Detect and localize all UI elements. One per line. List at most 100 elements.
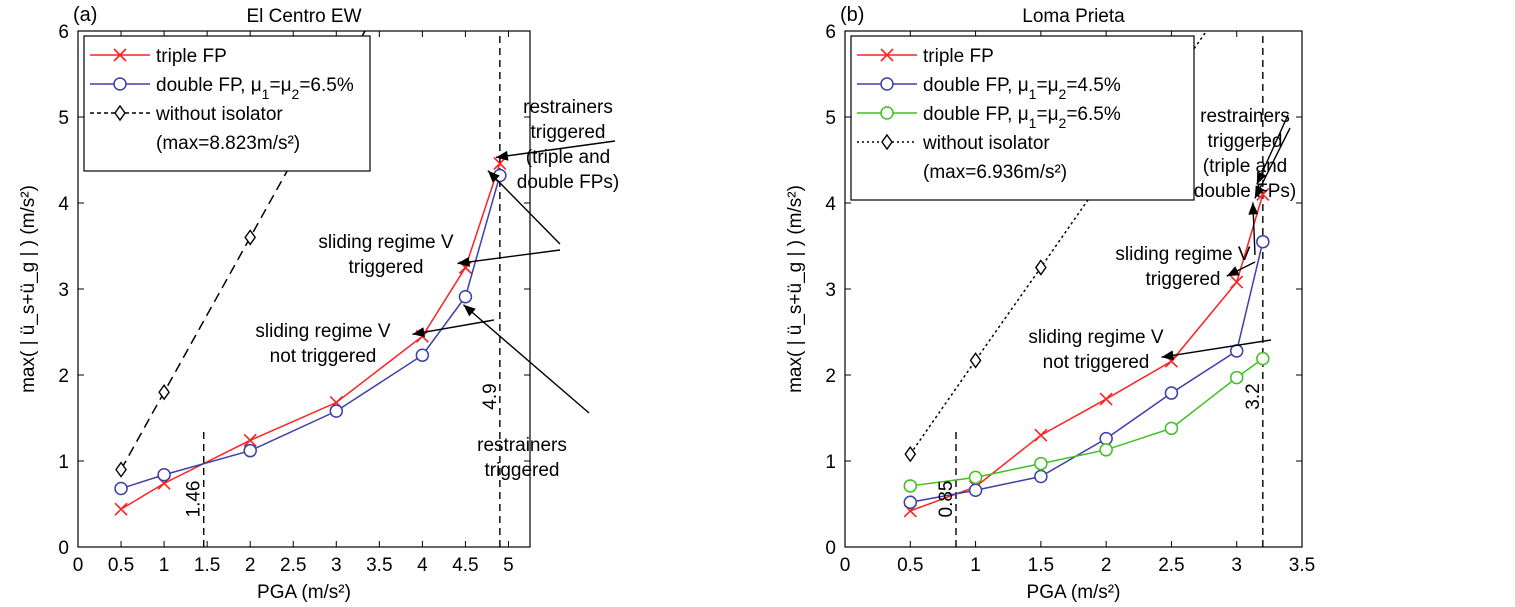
plot-area: [903, 31, 1270, 547]
y-tick-label: 2: [825, 366, 836, 387]
data-point-diamond: [1034, 259, 1047, 276]
data-point-x: [114, 502, 128, 516]
data-point-diamond: [115, 461, 127, 478]
y-tick-label: 1: [825, 452, 836, 473]
data-point-circle: [1256, 234, 1270, 249]
data-point-circle: [903, 479, 918, 493]
data-point-x: [243, 433, 257, 447]
annotation-arrow-line: [1256, 114, 1289, 185]
vline-label: 0.85: [936, 481, 957, 518]
legend-marker-circle: [113, 77, 127, 91]
annotation-arrow-head: [1254, 185, 1265, 199]
annotation-arrow-head: [495, 150, 509, 161]
legend-label-part: double FP, μ: [923, 104, 1029, 125]
x-tick-label: 0.5: [897, 555, 923, 576]
legend-marker-diamond: [881, 133, 893, 151]
legend-label-part: 2: [1059, 86, 1067, 102]
annotation-text: double FPs): [1194, 181, 1296, 202]
vline-label: 3.2: [1243, 383, 1264, 409]
annotation-text: restrainers: [477, 435, 567, 456]
y-tick-label: 6: [825, 22, 836, 43]
legend-label: triple FP: [923, 46, 994, 67]
annotation-arrow-head: [1248, 202, 1259, 215]
data-point-x: [1034, 428, 1048, 442]
y-tick-label: 4: [825, 194, 836, 215]
y-tick-label: 4: [58, 194, 69, 215]
x-tick-label: 3.5: [1289, 555, 1315, 576]
legend-marker-circle: [880, 77, 894, 91]
x-tick-label: 3: [1231, 555, 1242, 576]
annotation-text: triggered: [349, 257, 424, 278]
x-tick-label: 0.5: [108, 555, 134, 576]
legend-label-part: without isolator: [922, 133, 1050, 154]
vline-label: 4.9: [480, 383, 501, 409]
chart-title: El Centro EW: [246, 6, 361, 27]
legend-box: [850, 35, 1195, 201]
annotation-text: triggered: [1208, 131, 1283, 152]
annotation-text: sliding regime V: [1028, 327, 1163, 348]
data-point-circle: [329, 404, 344, 418]
data-point-diamond: [904, 445, 917, 463]
x-tick-label: 4.5: [452, 555, 478, 576]
y-tick-label: 0: [58, 538, 69, 559]
legend-label-part: triple FP: [156, 46, 227, 67]
data-point-circle: [458, 289, 473, 304]
legend-label: without isolator: [922, 133, 1050, 154]
y-tick-label: 5: [58, 108, 69, 129]
vline-label: 1.46: [184, 481, 205, 518]
annotation-arrow-line: [462, 304, 590, 414]
legend-marker-circle: [880, 106, 894, 120]
x-tick-label: 4: [417, 555, 428, 576]
data-point-circle: [1229, 370, 1244, 385]
series-line: [909, 31, 1208, 455]
legend-label-part: 1: [1029, 86, 1037, 102]
data-point-circle: [968, 483, 983, 497]
legend-label-part: double FP, μ: [156, 75, 262, 96]
x-axis-label: PGA (m/s²): [1027, 582, 1121, 603]
annotation-text: triggered: [531, 122, 606, 143]
annotation-text: not triggered: [270, 346, 377, 367]
data-point-circle: [415, 348, 430, 362]
legend-label-part: triple FP: [923, 46, 994, 67]
y-axis-label: max( | ü_s+ü_g | ) (m/s²): [18, 185, 39, 393]
data-point-circle: [968, 470, 983, 485]
data-point-circle: [1164, 421, 1179, 436]
annotation-arrow-head: [1256, 171, 1267, 185]
legend-label: double FP, μ1=μ2=4.5%: [923, 75, 1121, 102]
y-tick-label: 6: [58, 22, 69, 43]
annotations: restrainers triggered (triple and double FP…: [1028, 106, 1296, 373]
x-tick-label: 3: [331, 555, 342, 576]
legend-marker-diamond: [114, 104, 126, 122]
data-point-circle: [1099, 443, 1113, 457]
annotation-arrow-line: [495, 140, 616, 159]
data-point-circle: [1256, 351, 1270, 366]
annotation-arrow-head: [487, 170, 500, 183]
data-point-diamond: [969, 352, 982, 369]
y-tick-label: 3: [825, 280, 836, 301]
x-tick-label: 2: [1101, 555, 1112, 576]
annotations: restrainers triggered (triple and double FP…: [255, 97, 619, 481]
annotation-text: triggered: [1146, 269, 1221, 290]
legend-label: double FP, μ1=μ2=6.5%: [156, 75, 354, 102]
legend-label-part: =μ: [269, 75, 291, 96]
x-tick-label: 2: [245, 555, 256, 576]
annotation-text: triggered: [485, 460, 560, 481]
annotation-text: not triggered: [1043, 352, 1150, 373]
legend-label: without isolator: [155, 104, 283, 125]
legend-label-part: 2: [292, 86, 300, 102]
y-tick-label: 5: [825, 108, 836, 129]
x-tick-label: 1.5: [1028, 555, 1054, 576]
legend-label-part: 1: [262, 86, 270, 102]
series-double-fp-1-2-6-5-: [114, 168, 507, 496]
annotation-arrow-line: [1161, 339, 1272, 358]
data-point-diamond: [158, 383, 170, 401]
x-tick-label: 5: [503, 555, 514, 576]
annotation-text: double FPs): [517, 172, 619, 193]
data-point-circle: [114, 481, 128, 496]
panel-label: (b): [840, 4, 864, 26]
annotation-text: sliding regime V: [255, 321, 390, 342]
legend-marker-x: [880, 48, 894, 62]
x-axis-label: PGA (m/s²): [257, 582, 351, 603]
annotation-arrow-head: [1161, 350, 1175, 361]
